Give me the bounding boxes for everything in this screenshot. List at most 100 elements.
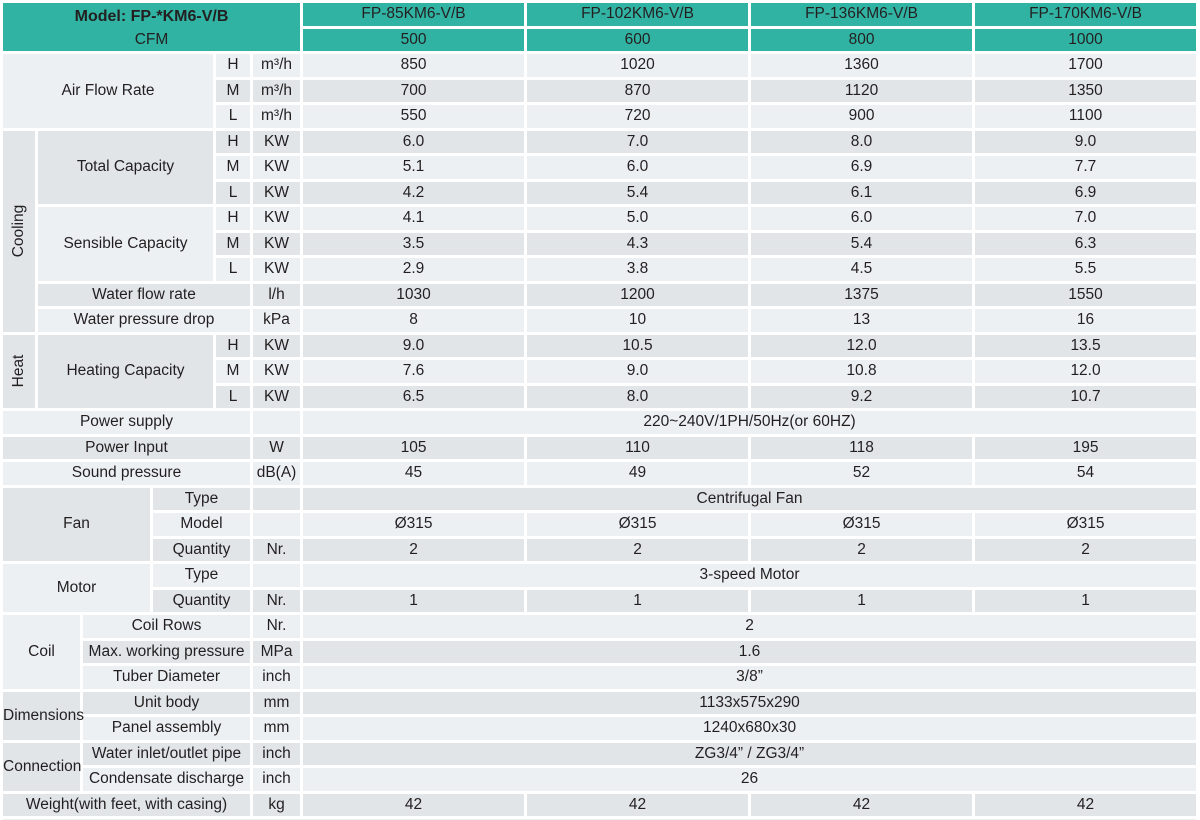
table-row: Air Flow Rate H m³/h 850 1020 1360 1700 xyxy=(3,54,1197,128)
row-label-cell: Condensate discharge xyxy=(83,768,250,791)
row-label-cell: Max. working pressure xyxy=(83,640,250,663)
speed-cell: H xyxy=(216,130,250,153)
table-row: Panel assembly mm 1240x680x30 xyxy=(3,717,1197,740)
cfm-value-cell: 1000 xyxy=(975,28,1197,51)
value-cell: 6.3 xyxy=(975,232,1197,255)
row-label-cell: Heating Capacity xyxy=(38,334,213,408)
table-row: M m³/h 700 870 1120 1350 xyxy=(3,79,1197,102)
table-row: M KW 3.5 4.3 5.4 6.3 xyxy=(3,232,1197,255)
unit-cell: KW xyxy=(253,334,301,357)
value-cell: 6.0 xyxy=(527,156,749,179)
value-cell: 1 xyxy=(527,589,749,612)
unit-cell: KW xyxy=(253,156,301,179)
section-label-cooling: Cooling xyxy=(3,130,35,332)
value-cell: 4.3 xyxy=(527,232,749,255)
value-cell: 2 xyxy=(751,538,973,561)
value-cell: 6.9 xyxy=(751,156,973,179)
row-label-cell: Model xyxy=(153,513,250,536)
value-cell: 8.0 xyxy=(527,385,749,408)
value-cell: 13 xyxy=(751,309,973,332)
value-cell: 1375 xyxy=(751,283,973,306)
speed-cell: L xyxy=(216,385,250,408)
table-row: Power supply 220~240V/1PH/50Hz(or 60HZ) xyxy=(3,411,1197,434)
unit-cell: Nr. xyxy=(253,538,301,561)
model-column-header: FP-102KM6-V/B xyxy=(527,3,749,26)
unit-cell-empty xyxy=(253,564,301,587)
group-label-motor: Motor xyxy=(3,564,150,612)
unit-cell: KW xyxy=(253,181,301,204)
value-cell: 12.0 xyxy=(975,360,1197,383)
value-cell: 720 xyxy=(527,105,749,128)
unit-cell: inch xyxy=(253,742,301,765)
value-cell: Ø315 xyxy=(303,513,525,536)
table-row: L KW 4.2 5.4 6.1 6.9 xyxy=(3,181,1197,204)
value-cell: 1100 xyxy=(975,105,1197,128)
cfm-value-cell: 600 xyxy=(527,28,749,51)
value-cell: 4.1 xyxy=(303,207,525,230)
cfm-value-cell: 500 xyxy=(303,28,525,51)
unit-cell: KW xyxy=(253,232,301,255)
value-cell: 1 xyxy=(751,589,973,612)
model-column-header: FP-85KM6-V/B xyxy=(303,3,525,26)
row-label-cell: Type xyxy=(153,487,250,510)
value-cell: Ø315 xyxy=(527,513,749,536)
row-label-cell: Weight(with feet, with casing) xyxy=(3,793,250,816)
value-cell: 1030 xyxy=(303,283,525,306)
cfm-value-cell: 800 xyxy=(751,28,973,51)
value-cell: 1360 xyxy=(751,54,973,77)
table-row: L KW 6.5 8.0 9.2 10.7 xyxy=(3,385,1197,408)
value-cell: 26 xyxy=(303,768,1197,791)
row-label-cell: Air Flow Rate xyxy=(3,54,213,128)
speed-cell: H xyxy=(216,54,250,77)
table-row: Fan Type Centrifugal Fan xyxy=(3,487,1197,561)
speed-cell: H xyxy=(216,334,250,357)
section-label-heat: Heat xyxy=(3,334,35,408)
speed-cell: H xyxy=(216,207,250,230)
value-cell: 49 xyxy=(527,462,749,485)
value-cell: 220~240V/1PH/50Hz(or 60HZ) xyxy=(303,411,1197,434)
group-label-fan: Fan xyxy=(3,487,150,561)
unit-cell: Nr. xyxy=(253,615,301,638)
row-label-cell: Water flow rate xyxy=(38,283,250,306)
value-cell: 42 xyxy=(527,793,749,816)
group-label-dimensions: Dimensions xyxy=(3,691,84,740)
unit-cell-empty xyxy=(253,487,301,510)
value-cell: 7.0 xyxy=(527,130,749,153)
row-label-cell: Tuber Diameter xyxy=(83,666,250,689)
model-column-header: FP-136KM6-V/B xyxy=(751,3,973,26)
speed-cell: M xyxy=(216,232,250,255)
unit-cell: KW xyxy=(253,258,301,281)
value-cell: 6.0 xyxy=(303,130,525,153)
speed-cell: L xyxy=(216,105,250,128)
speed-cell: L xyxy=(216,181,250,204)
value-cell: 6.9 xyxy=(975,181,1197,204)
table-row: Sensible Capacity H KW 4.1 5.0 6.0 7.0 xyxy=(3,207,1197,281)
cfm-header-label: CFM xyxy=(134,30,169,48)
unit-cell: W xyxy=(253,436,301,459)
value-cell: Ø315 xyxy=(975,513,1197,536)
table-row: Max. working pressure MPa 1.6 xyxy=(3,640,1197,663)
table-row: Water flow rate l/h 1030 1200 1375 1550 xyxy=(3,283,1197,306)
unit-cell: kPa xyxy=(253,309,301,332)
value-cell: 12.0 xyxy=(751,334,973,357)
value-cell: 16 xyxy=(975,309,1197,332)
value-cell: 9.0 xyxy=(303,334,525,357)
value-cell: 850 xyxy=(303,54,525,77)
value-cell: 6.5 xyxy=(303,385,525,408)
unit-cell-empty xyxy=(253,513,301,536)
row-label-cell: Sound pressure xyxy=(3,462,250,485)
unit-cell: m³/h xyxy=(253,105,301,128)
table-row: Sound pressure dB(A) 45 49 52 54 xyxy=(3,462,1197,485)
table-row: M KW 7.6 9.0 10.8 12.0 xyxy=(3,360,1197,383)
table-row: Coil Coil Rows Nr. 2 xyxy=(3,615,1197,689)
value-cell: 1120 xyxy=(751,79,973,102)
value-cell: 42 xyxy=(751,793,973,816)
value-cell: Ø315 xyxy=(751,513,973,536)
table-row: Heat Heating Capacity H KW 9.0 10.5 12.0… xyxy=(3,334,1197,408)
value-cell: 870 xyxy=(527,79,749,102)
value-cell: 3.8 xyxy=(527,258,749,281)
unit-cell: KW xyxy=(253,130,301,153)
table-row: Motor Type 3-speed Motor xyxy=(3,564,1197,612)
value-cell: Centrifugal Fan xyxy=(303,487,1197,510)
value-cell: 5.0 xyxy=(527,207,749,230)
